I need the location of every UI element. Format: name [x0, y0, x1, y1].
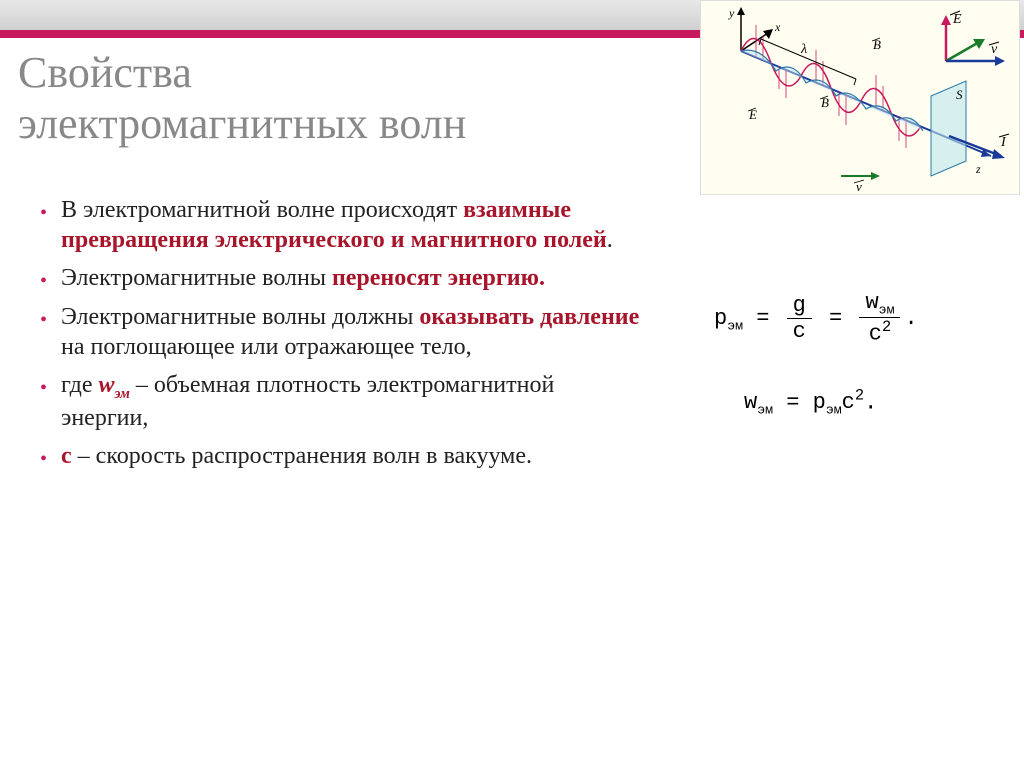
e-vector-label: E: [952, 12, 962, 27]
bullet-4: • где wэм – объемная плотность электрома…: [40, 370, 640, 433]
b3-post: на поглощающее или отражающее тело,: [61, 334, 472, 360]
bullet-1-text: В электромагнитной волне происходят взаи…: [61, 195, 640, 255]
f1-den1: c: [787, 319, 812, 344]
bullet-marker-icon: •: [40, 447, 47, 472]
lambda-label: λ: [800, 42, 807, 57]
f2-c: c: [842, 390, 855, 415]
f2-p: p: [813, 390, 826, 415]
f2-rhs: pэмc2: [813, 390, 864, 415]
f2-eq: =: [786, 390, 799, 415]
bullet-1: • В электромагнитной волне происходят вз…: [40, 195, 640, 255]
b4-sub: эм: [115, 386, 130, 402]
f2-dot: .: [864, 390, 877, 415]
bullet-marker-icon: •: [40, 201, 47, 226]
bullet-5: • c – скорость распространения волн в ва…: [40, 441, 640, 472]
f1-num2: wэм: [859, 290, 900, 318]
f2-lhs: wэм: [744, 390, 773, 415]
f1-csup: 2: [882, 318, 891, 336]
formula-2: wэм = pэмc2.: [744, 387, 974, 418]
bullet-2: • Электромагнитные волны переносят энерг…: [40, 263, 640, 294]
formulas-block: pэм = g c = wэм c2 . wэм = pэмc2.: [714, 290, 974, 457]
f1-num1: g: [787, 293, 812, 319]
b5-post: – скорость распространения волн в вакуум…: [72, 443, 532, 469]
f1-w: w: [865, 290, 878, 315]
z-label: z: [975, 162, 981, 176]
s-label: S: [956, 87, 963, 102]
f1-psub: эм: [727, 319, 743, 334]
bullet-list: • В электромагнитной волне происходят вз…: [40, 195, 640, 480]
b3-pre: Электромагнитные волны должны: [61, 304, 419, 330]
b4-emph: wэм: [99, 372, 130, 398]
bullet-2-text: Электромагнитные волны переносят энергию…: [61, 263, 640, 293]
f1-lhs: pэм: [714, 306, 743, 331]
bullet-marker-icon: •: [40, 308, 47, 333]
f2-wsub: эм: [757, 402, 773, 417]
f1-dot: .: [904, 306, 917, 331]
b2-emph: переносят энергию.: [332, 265, 545, 291]
f1-wsub: эм: [879, 302, 895, 317]
bullet-5-text: c – скорость распространения волн в ваку…: [61, 441, 640, 471]
b1-pre: В электромагнитной волне происходят: [61, 197, 463, 223]
f2-csup: 2: [855, 387, 864, 405]
bullet-marker-icon: •: [40, 376, 47, 401]
bullet-3-text: Электромагнитные волны должны оказывать …: [61, 302, 640, 362]
f1-frac2: wэм c2: [859, 290, 900, 347]
f1-eq1: =: [756, 306, 769, 331]
f1-eq2: =: [829, 306, 842, 331]
f2-psub: эм: [826, 402, 842, 417]
formula-1: pэм = g c = wэм c2 .: [714, 290, 974, 347]
f1-p: p: [714, 306, 727, 331]
f1-den2: c2: [859, 318, 900, 346]
x-label: x: [774, 20, 781, 34]
b4-pre: где: [61, 372, 99, 398]
em-wave-diagram: z y x λ E: [700, 0, 1020, 195]
f1-frac1: g c: [787, 293, 812, 344]
page-title: Свойства электромагнитных волн: [18, 48, 698, 149]
bullet-marker-icon: •: [40, 269, 47, 294]
i-label: I: [1000, 135, 1007, 150]
b4-w: w: [99, 372, 115, 398]
b1-post: .: [607, 227, 613, 253]
title-line-2: электромагнитных волн: [18, 99, 466, 148]
bullet-3: • Электромагнитные волны должны оказыват…: [40, 302, 640, 362]
b4-post: – объемная плотность электромагнитной эн…: [61, 372, 554, 431]
bullet-4-text: где wэм – объемная плотность электромагн…: [61, 370, 640, 433]
y-label: y: [728, 6, 735, 20]
b5-emph: c: [61, 443, 72, 469]
b3-emph: оказывать давление: [419, 304, 639, 330]
b2-pre: Электромагнитные волны: [61, 265, 332, 291]
f1-c: c: [869, 322, 882, 347]
title-line-1: Свойства: [18, 48, 192, 97]
wave-svg: z y x λ E: [701, 1, 1021, 196]
f2-w: w: [744, 390, 757, 415]
